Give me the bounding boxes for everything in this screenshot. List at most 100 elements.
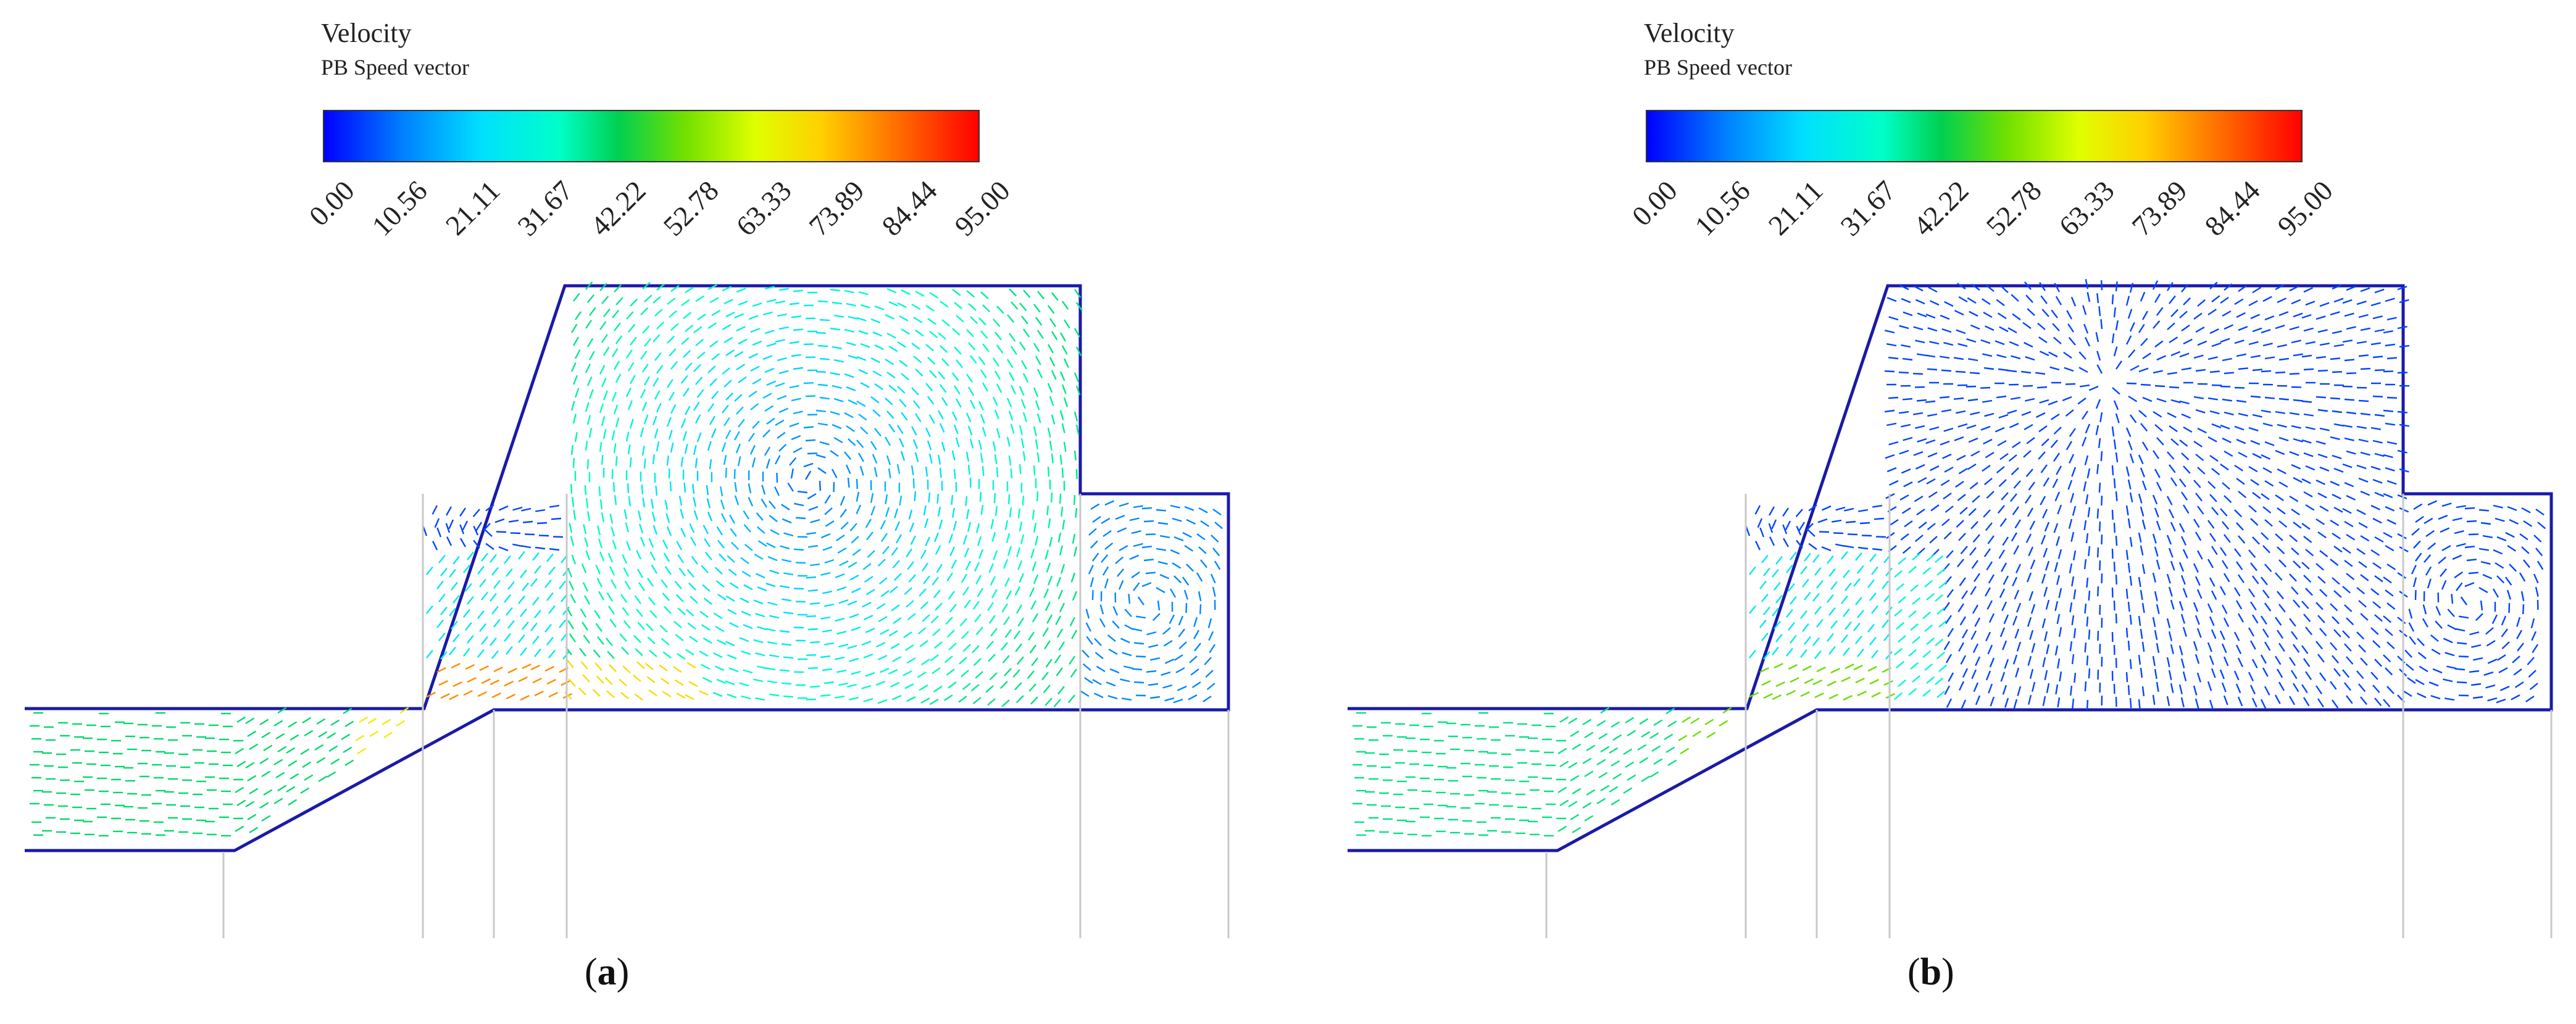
velocity-arrow <box>327 771 336 778</box>
velocity-arrow <box>615 335 623 344</box>
velocity-arrow <box>1004 668 1012 676</box>
velocity-arrow <box>2236 478 2245 485</box>
velocity-arrow <box>2084 642 2087 652</box>
velocity-arrow <box>2332 493 2341 500</box>
velocity-arrow <box>259 718 269 726</box>
velocity-arrow <box>2209 577 2215 587</box>
velocity-arrow <box>783 572 794 576</box>
velocity-arrow <box>1914 285 1924 292</box>
velocity-arrow <box>2234 464 2244 472</box>
velocity-arrow <box>2293 560 2301 568</box>
velocity-arrow <box>1896 583 1904 591</box>
velocity-arrow <box>866 531 873 541</box>
velocity-arrow <box>1198 591 1202 601</box>
velocity-arrow <box>2346 617 2354 626</box>
velocity-arrow <box>1980 339 1991 344</box>
velocity-arrow <box>2261 409 2271 413</box>
velocity-arrow <box>1869 636 1877 646</box>
velocity-arrow <box>467 676 477 683</box>
velocity-arrow <box>685 324 694 332</box>
velocity-arrow <box>2074 672 2077 683</box>
velocity-arrow <box>2356 341 2367 344</box>
velocity-arrow <box>1867 665 1877 672</box>
velocity-arrow <box>1857 609 1864 618</box>
velocity-arrow <box>1924 663 1933 671</box>
velocity-arrow <box>2072 506 2077 516</box>
velocity-arrow <box>2250 355 2261 359</box>
velocity-arrow <box>654 428 659 439</box>
velocity-arrow <box>1910 662 1919 670</box>
velocity-arrow <box>1073 372 1080 383</box>
velocity-arrow <box>1211 535 1219 543</box>
velocity-arrow <box>2181 413 2191 419</box>
velocity-arrow <box>907 613 916 621</box>
velocity-arrow <box>670 360 678 370</box>
velocity-arrow <box>629 418 634 429</box>
velocity-arrow <box>247 814 257 821</box>
velocity-arrow <box>2197 299 2206 307</box>
velocity-arrow <box>602 429 607 439</box>
velocity-arrow <box>2209 370 2220 373</box>
velocity-arrow <box>2111 294 2114 305</box>
velocity-arrow <box>777 395 787 401</box>
velocity-arrow <box>877 559 886 567</box>
velocity-arrow <box>642 497 646 508</box>
velocity-arrow <box>286 786 296 793</box>
velocity-arrow <box>1559 799 1569 807</box>
velocity-arrow <box>2491 614 2498 624</box>
velocity-arrow <box>635 648 643 656</box>
velocity-arrow <box>1943 602 1950 611</box>
velocity-arrow <box>1704 718 1714 726</box>
velocity-arrow <box>682 431 688 441</box>
velocity-arrow <box>952 289 961 296</box>
velocity-arrow <box>879 667 890 673</box>
velocity-arrow <box>791 354 801 357</box>
velocity-arrow <box>714 665 725 672</box>
velocity-arrow <box>992 441 996 451</box>
velocity-arrow <box>877 699 888 704</box>
velocity-arrow <box>2096 364 2103 374</box>
velocity-arrow <box>1939 396 1950 399</box>
velocity-arrow <box>512 543 523 547</box>
velocity-arrow <box>1036 330 1044 339</box>
velocity-arrow <box>769 515 778 522</box>
velocity-arrow <box>2220 464 2229 471</box>
velocity-arrow <box>913 316 923 323</box>
velocity-arrow <box>2261 532 2269 541</box>
velocity-arrow <box>709 459 712 470</box>
velocity-arrow <box>756 512 764 521</box>
velocity-arrow <box>2017 686 2022 696</box>
velocity-arrow <box>1974 573 1980 582</box>
velocity-arrow <box>722 367 731 375</box>
velocity-arrow <box>2303 536 2312 543</box>
velocity-arrow <box>808 544 819 548</box>
velocity-arrow <box>1970 324 1980 330</box>
velocity-arrow <box>666 455 669 466</box>
velocity-arrow <box>1124 609 1132 617</box>
velocity-arrow <box>2358 438 2369 443</box>
velocity-arrow <box>894 521 901 531</box>
velocity-arrow <box>940 301 949 308</box>
velocity-arrow <box>2385 544 2395 552</box>
velocity-arrow <box>846 386 856 392</box>
velocity-arrow <box>2319 589 2328 597</box>
velocity-arrow <box>989 672 998 681</box>
velocity-arrow <box>300 748 310 756</box>
velocity-arrow <box>1958 296 1968 303</box>
velocity-arrow <box>2291 464 2301 470</box>
velocity-arrow <box>2293 522 2302 529</box>
velocity-arrow <box>626 541 631 551</box>
velocity-arrow <box>2141 310 2148 320</box>
velocity-arrow <box>2374 697 2382 706</box>
velocity-arrow <box>2374 575 2383 583</box>
velocity-arrow <box>2197 340 2207 346</box>
velocity-arrow <box>2169 425 2178 433</box>
velocity-arrow <box>2012 313 2021 320</box>
velocity-arrow <box>259 802 269 809</box>
velocity-arrow <box>2303 368 2314 371</box>
velocity-arrow <box>2360 451 2370 456</box>
velocity-arrow <box>2435 606 2441 616</box>
velocity-arrow <box>1960 546 1968 554</box>
velocity-arrow <box>1177 685 1187 691</box>
velocity-arrow <box>2048 351 2058 358</box>
